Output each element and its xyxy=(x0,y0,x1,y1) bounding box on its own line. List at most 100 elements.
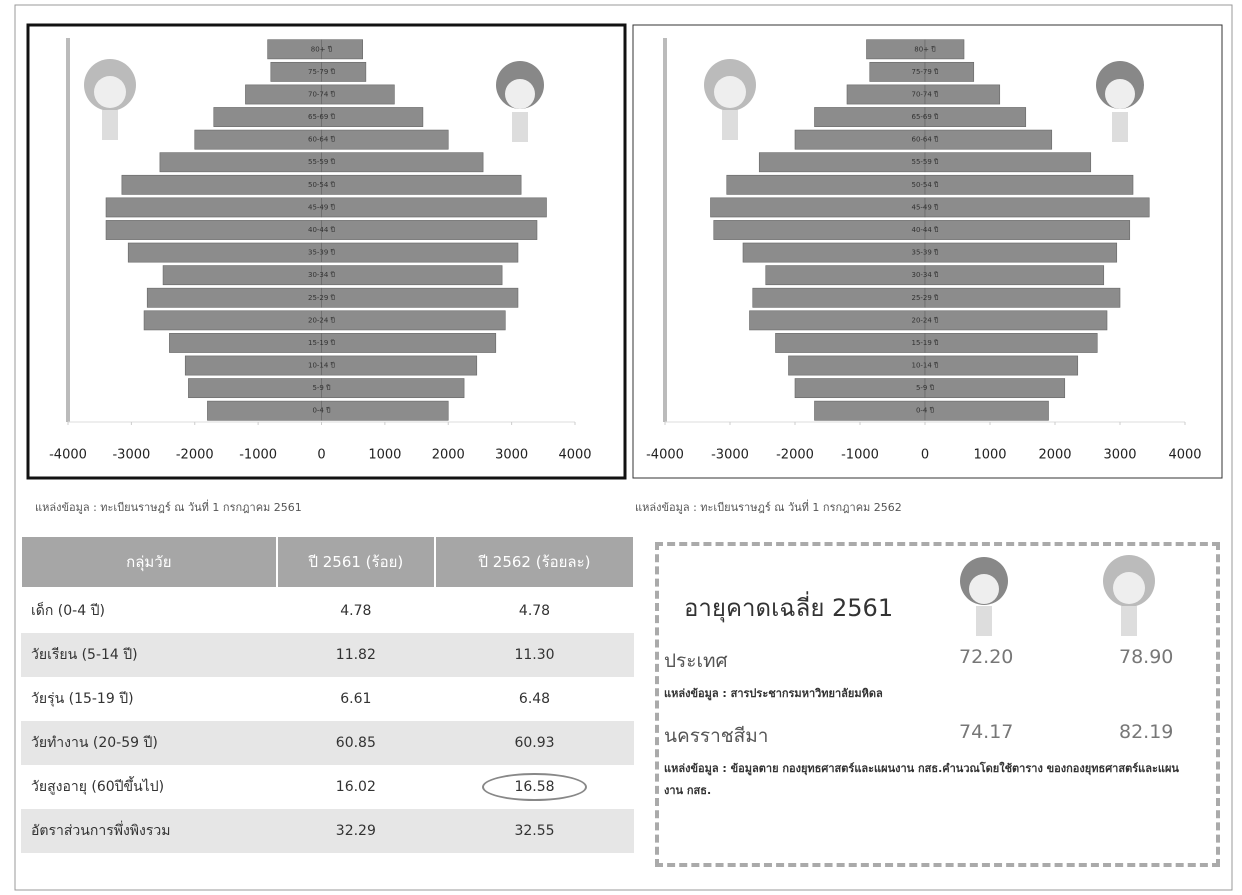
bar xyxy=(794,378,926,399)
bar xyxy=(814,400,926,421)
category-label: 15-19 ปี xyxy=(911,339,939,347)
category-label: 70-74 ปี xyxy=(308,90,336,98)
table-cell: เด็ก (0-4 ปี) xyxy=(31,603,105,619)
bar xyxy=(159,152,322,173)
header-cell: ปี 2561 (ร้อย) xyxy=(275,535,437,589)
table-row: เด็ก (0-4 ปี) 4.78 4.78 xyxy=(21,588,634,633)
x-tick-label: 1000 xyxy=(368,448,401,463)
header-cell: กลุ่มวัย xyxy=(20,535,278,589)
bar xyxy=(924,242,1118,263)
bar xyxy=(194,129,322,150)
page-border xyxy=(14,4,1233,891)
bar xyxy=(321,107,424,127)
category-label: 55-59 ปี xyxy=(911,158,939,166)
bar xyxy=(924,333,1098,353)
table-cell: 32.29 xyxy=(276,809,436,853)
x-tick-label: -1000 xyxy=(841,448,879,463)
highlighted-value: 16.58 xyxy=(482,773,587,801)
male-value: 72.20 xyxy=(959,646,1014,668)
table-cell: 4.78 xyxy=(518,603,551,619)
x-tick-label: 2000 xyxy=(1038,448,1071,463)
category-label: 75-79 ปี xyxy=(911,68,939,76)
category-label: 10-14 ปี xyxy=(308,362,336,370)
category-label: 40-44 ปี xyxy=(911,226,939,234)
category-label: 50-54 ปี xyxy=(911,181,939,189)
bar xyxy=(321,400,449,421)
table-row: วัยสูงอายุ (60ปีขึ้นไป) 16.02 16.58 xyxy=(21,765,634,809)
table-cell: วัยสูงอายุ (60ปีขึ้นไป) xyxy=(31,779,165,795)
table-cell: 11.30 xyxy=(435,633,634,677)
panel-border xyxy=(632,24,1223,479)
bar xyxy=(924,378,1066,399)
bar xyxy=(814,107,926,127)
bar xyxy=(794,129,926,150)
table-cell: 16.58 xyxy=(435,765,634,809)
bar xyxy=(321,310,506,331)
table-cell: 6.61 xyxy=(340,691,372,707)
bar xyxy=(924,197,1150,218)
category-label: 35-39 ปี xyxy=(308,249,336,257)
bar xyxy=(321,220,538,240)
bar xyxy=(143,310,322,331)
row-label: ประเทศ xyxy=(664,650,728,672)
category-label: 60-64 ปี xyxy=(308,136,336,144)
category-label: 45-49 ปี xyxy=(308,203,336,211)
category-label: 65-69 ปี xyxy=(911,113,939,121)
category-label: 45-49 ปี xyxy=(911,203,939,211)
category-label: 70-74 ปี xyxy=(911,90,939,98)
table-cell: 60.93 xyxy=(435,721,634,765)
bar xyxy=(162,265,322,286)
panel-border xyxy=(26,23,627,480)
male-value: 74.17 xyxy=(959,721,1014,743)
bar xyxy=(924,265,1105,286)
category-label: 15-19 ปี xyxy=(308,339,336,347)
bar xyxy=(742,242,926,263)
x-tick-label: 1000 xyxy=(973,448,1006,463)
bar xyxy=(924,174,1134,195)
bar xyxy=(121,174,322,195)
bar xyxy=(758,152,926,173)
table-cell: วัยทำงาน (20-59 ปี) xyxy=(21,721,277,765)
category-label: 0-4 ปี xyxy=(916,407,935,415)
source-note: แหล่งข้อมูล : ทะเบียนราษฎร์ ณ วันที่ 1 ก… xyxy=(635,501,902,514)
table-cell: วัยเรียน (5-14 ปี) xyxy=(21,633,277,677)
category-label: 30-34 ปี xyxy=(911,271,939,279)
x-tick-label: 3000 xyxy=(1103,448,1136,463)
category-label: 60-64 ปี xyxy=(911,136,939,144)
bar xyxy=(184,355,322,376)
category-label: 40-44 ปี xyxy=(308,226,336,234)
source-note: แหล่งข้อมูล : สารประชากรมหาวิทยาลัยมหิดล xyxy=(664,687,883,700)
bar xyxy=(321,355,478,376)
x-tick-label: 4000 xyxy=(558,448,591,463)
x-tick-label: -3000 xyxy=(711,448,749,463)
header-cell: ปี 2562 (ร้อยละ) xyxy=(434,535,635,589)
table-cell: 6.48 xyxy=(518,691,551,707)
bar xyxy=(321,242,519,263)
x-tick-label: -2000 xyxy=(176,448,214,463)
bar xyxy=(321,197,547,218)
cartoon-boy xyxy=(496,61,544,142)
x-tick-label: 2000 xyxy=(432,448,465,463)
x-tick-label: 4000 xyxy=(1168,448,1201,463)
table-cell: 4.78 xyxy=(340,603,372,619)
table-cell: 60.85 xyxy=(276,721,436,765)
bar xyxy=(710,197,926,218)
bar xyxy=(726,174,926,195)
bar xyxy=(105,197,322,218)
category-label: 75-79 ปี xyxy=(308,68,336,76)
bar xyxy=(924,355,1079,376)
bar xyxy=(146,287,322,308)
bar xyxy=(765,265,926,286)
table-row: วัยรุ่น (15-19 ปี) 6.61 6.48 xyxy=(21,677,634,721)
table-cell: 32.55 xyxy=(435,809,634,853)
bar xyxy=(924,61,975,82)
x-tick-label: -4000 xyxy=(49,448,87,463)
bar xyxy=(924,152,1092,173)
bar xyxy=(105,220,322,240)
category-label: 20-24 ปี xyxy=(308,316,336,324)
bar xyxy=(169,333,322,353)
bar xyxy=(924,400,1049,421)
table-row: อัตราส่วนการพึ่งพิงรวม 32.29 32.55 xyxy=(21,809,634,853)
bar xyxy=(127,242,322,263)
